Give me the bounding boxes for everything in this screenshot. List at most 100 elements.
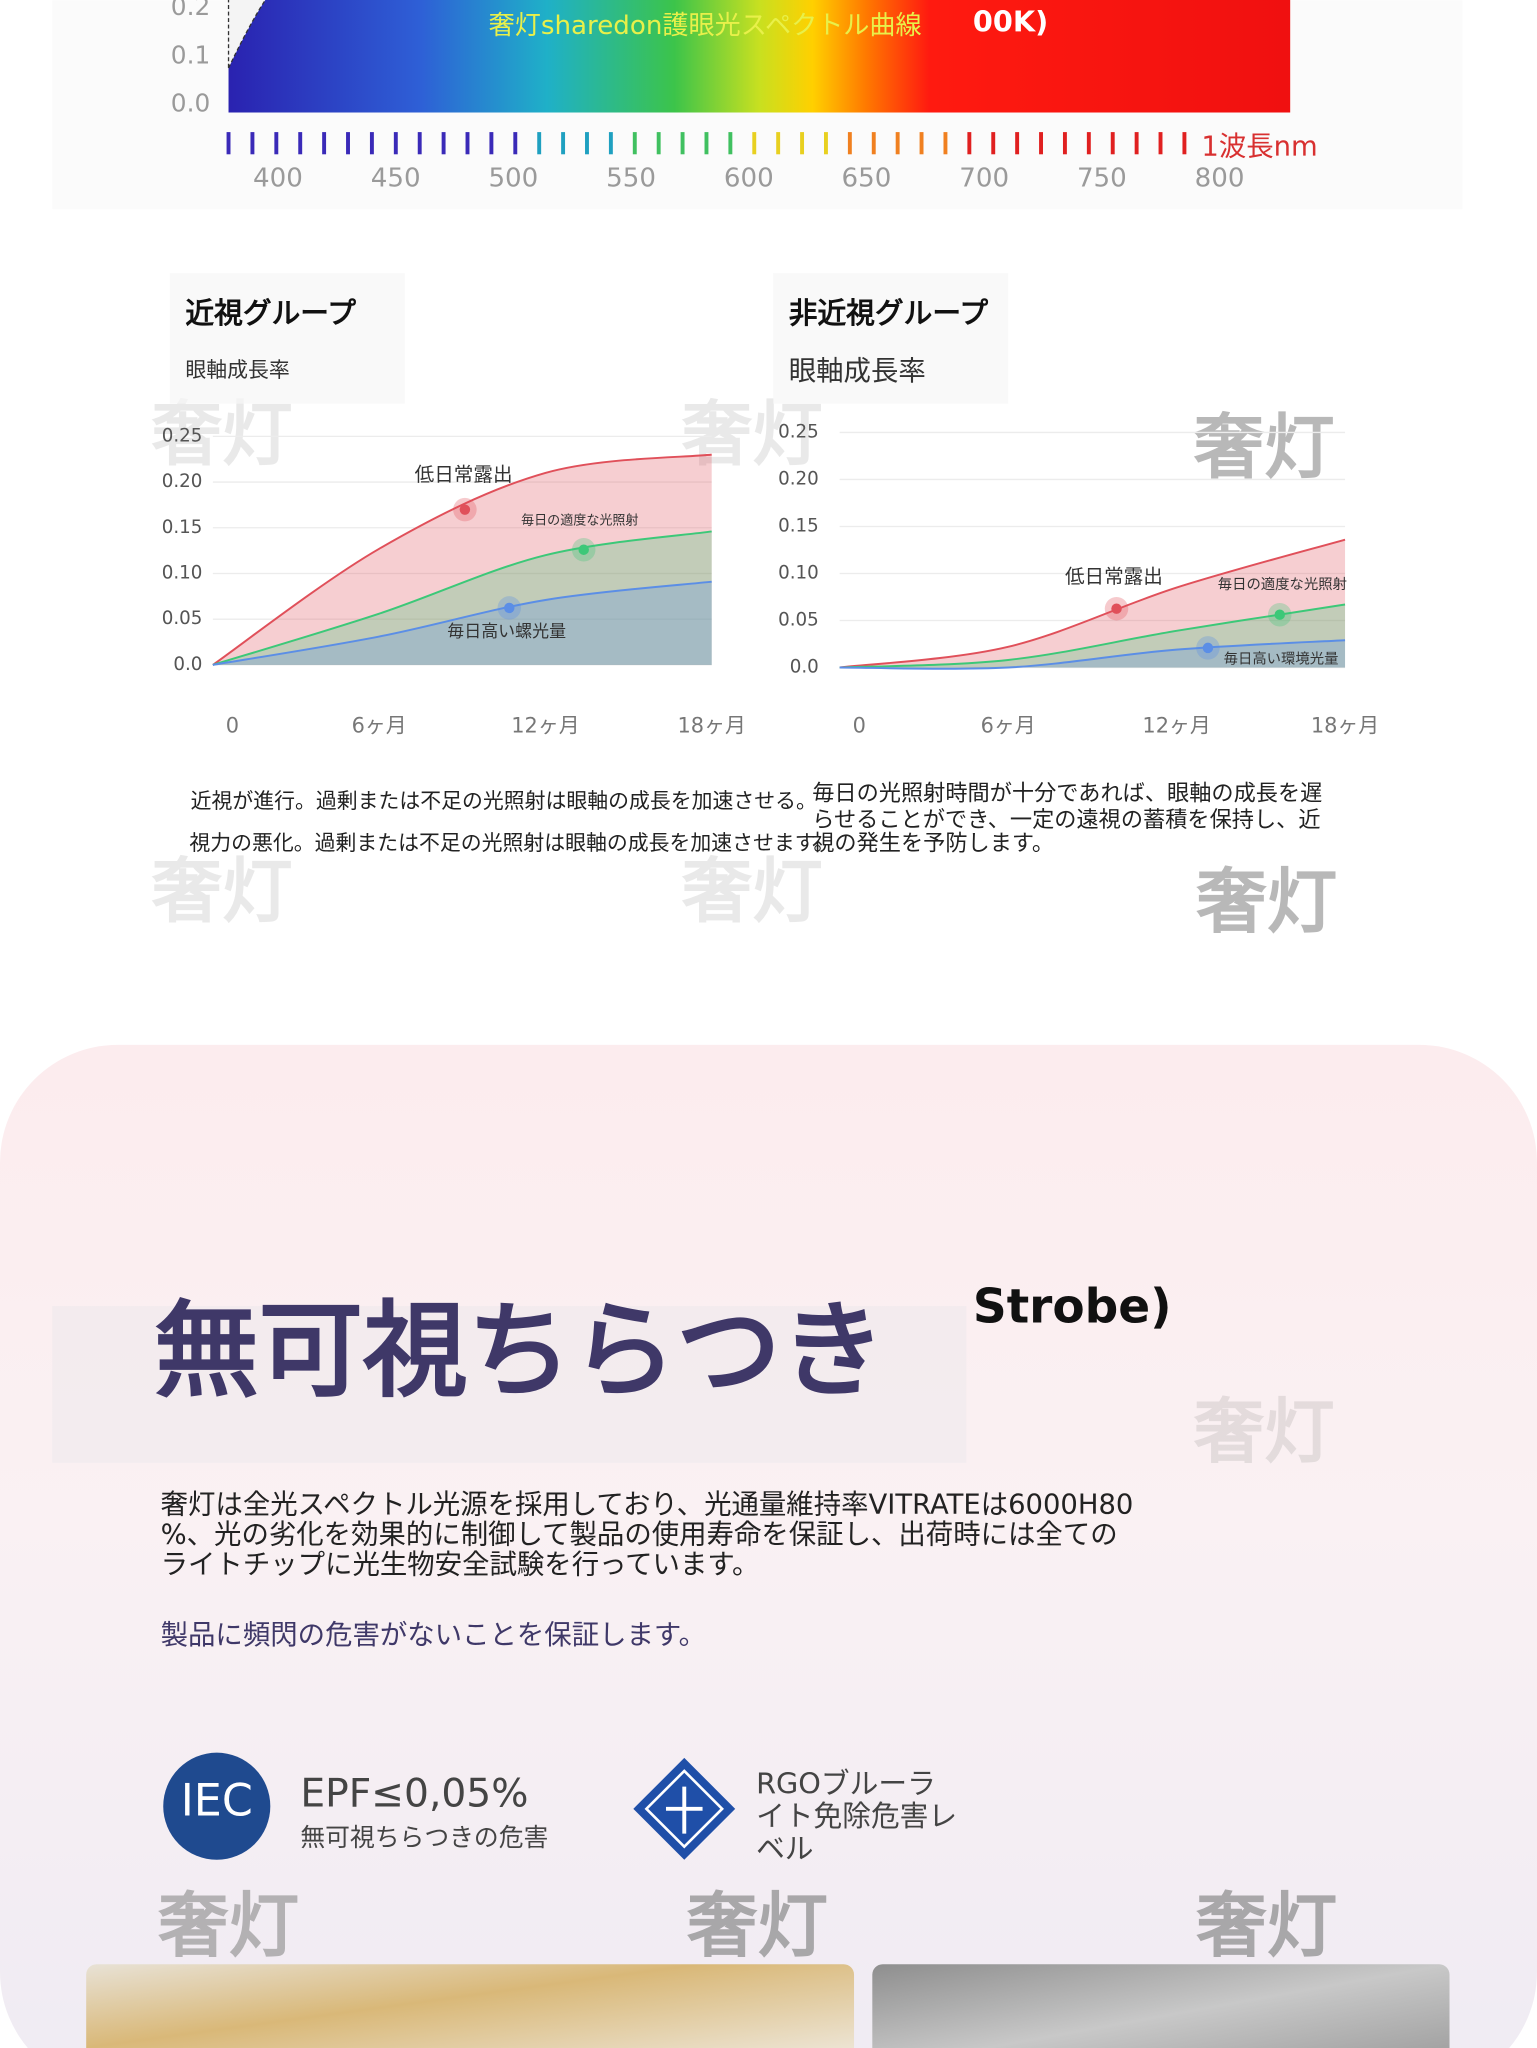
chart-title: 非近視グループ bbox=[789, 296, 989, 330]
watermark: 奢灯 bbox=[151, 394, 292, 476]
series-area bbox=[212, 531, 712, 665]
chart-title: 奢灯sharedon護眼光スペクトル曲線 bbox=[489, 11, 922, 41]
caption-line: 視の発生を予防します。 bbox=[812, 830, 1054, 856]
y-tick-label: 0.0 bbox=[171, 89, 210, 118]
iec-logo-text: IEC bbox=[181, 1776, 253, 1827]
spectrum-tick bbox=[991, 132, 996, 155]
badge-label: 無可視ちらつきの危害 bbox=[300, 1823, 548, 1852]
spectrum-band bbox=[228, 0, 1291, 113]
spectrum-tick bbox=[823, 132, 828, 155]
y-tick-label: 0.25 bbox=[162, 425, 203, 446]
y-tick-label: 0.20 bbox=[162, 471, 203, 492]
spectrum-tick bbox=[1158, 132, 1163, 155]
iec-logo bbox=[163, 1752, 271, 1860]
x-tick-label: 500 bbox=[488, 164, 538, 194]
spectrum-tick bbox=[1134, 132, 1139, 155]
watermark: 奢灯 bbox=[1194, 1391, 1335, 1473]
chart-title: 近視グループ bbox=[185, 296, 356, 330]
series-label: 低日常露出 bbox=[415, 463, 513, 486]
watermark: 奢灯 bbox=[682, 394, 823, 476]
spectrum-tick bbox=[274, 132, 279, 155]
badge-label: ベル bbox=[756, 1832, 813, 1866]
series-line bbox=[839, 639, 1346, 670]
series-label: 低日常露出 bbox=[1065, 565, 1163, 588]
watermark: 奢灯 bbox=[687, 1885, 828, 1967]
title-fragment: Strobe) bbox=[973, 1279, 1172, 1334]
spectrum-curve bbox=[227, 0, 267, 69]
y-tick-label: 0.10 bbox=[162, 562, 203, 583]
spectrum-tick bbox=[919, 132, 924, 155]
series-label: 毎日高い環境光量 bbox=[1224, 651, 1339, 668]
highlight-dot bbox=[578, 544, 589, 555]
caption-line: 視力の悪化。過剰または不足の光照射は眼軸の成長を加速させます。 bbox=[189, 831, 834, 855]
chart-panel bbox=[169, 273, 405, 404]
title-shadow bbox=[52, 1306, 967, 1463]
spectrum-tick bbox=[680, 132, 685, 155]
spectrum-tick bbox=[346, 132, 350, 155]
product-photo bbox=[86, 1964, 855, 2048]
caption-line: 近視が進行。過剰または不足の光照射は眼軸の成長を加速させる。 bbox=[191, 789, 817, 813]
y-tick-label: 0.20 bbox=[778, 468, 819, 489]
spectrum-tick bbox=[728, 132, 733, 155]
spectrum-tick bbox=[871, 132, 876, 155]
series-line bbox=[212, 580, 712, 666]
y-tick-label: 0.1 bbox=[171, 40, 210, 69]
series-label: 毎日の適度な光照射 bbox=[1218, 576, 1347, 593]
badge-label: RGOブルーラ bbox=[756, 1766, 936, 1800]
y-tick-label: 0.0 bbox=[790, 656, 819, 677]
flicker-section bbox=[0, 1044, 1537, 2048]
spectrum-tick bbox=[1182, 132, 1187, 155]
spectrum-tick bbox=[322, 132, 327, 155]
x-tick-label: 550 bbox=[606, 164, 656, 194]
chart-panel bbox=[773, 273, 1009, 404]
spectrum-tick bbox=[250, 132, 255, 155]
spectrum-tick bbox=[776, 132, 781, 155]
spectrum-tick bbox=[967, 132, 972, 155]
section-title: 無可視ちらつき bbox=[154, 1290, 885, 1412]
y-tick-label: 0.05 bbox=[162, 608, 203, 629]
x-tick-label: 0 bbox=[226, 713, 239, 737]
spectrum-tick bbox=[1110, 132, 1115, 155]
highlight-dot bbox=[1111, 603, 1122, 614]
spectrum-tick bbox=[537, 132, 542, 155]
x-tick-label: 400 bbox=[253, 164, 303, 194]
watermark: 奢灯 bbox=[158, 1885, 299, 1967]
spectrum-tick bbox=[489, 132, 494, 155]
rgo-logo-mark bbox=[665, 1786, 703, 1834]
y-tick-label: 0.0 bbox=[173, 654, 202, 675]
highlight-dot bbox=[459, 504, 471, 515]
spectrum-tick bbox=[1086, 132, 1091, 155]
x-tick-label: 12ヶ月 bbox=[1142, 713, 1210, 737]
spectrum-tick bbox=[585, 132, 589, 155]
highlight-dot bbox=[1274, 609, 1285, 620]
spectrum-tick bbox=[752, 132, 757, 155]
y-tick-label: 0.15 bbox=[162, 517, 203, 538]
spectrum-tick bbox=[393, 132, 398, 155]
spectrum-tick bbox=[895, 132, 900, 155]
x-tick-label: 450 bbox=[371, 164, 421, 194]
title-fragment: 00K) bbox=[973, 5, 1048, 39]
badge-value: EPF≤0,05% bbox=[300, 1771, 528, 1816]
y-tick-label: 0.15 bbox=[778, 515, 819, 536]
y-tick-label: 0.25 bbox=[778, 421, 819, 442]
spectrum-tick bbox=[226, 132, 231, 155]
series-line bbox=[212, 530, 712, 666]
badge-label: イト免除危害レ bbox=[756, 1799, 957, 1833]
assurance: 製品に頻閃の危害がないことを保証します。 bbox=[161, 1620, 706, 1651]
highlight-dot bbox=[1202, 642, 1214, 654]
spectrum-tick bbox=[800, 132, 805, 155]
spectrum-tick bbox=[656, 132, 661, 155]
spectrum-tick bbox=[847, 132, 852, 155]
spectrum-tick bbox=[369, 132, 374, 155]
y-tick-label: 0.10 bbox=[778, 562, 819, 583]
spectrum-tick bbox=[1039, 132, 1043, 155]
spectrum-tick bbox=[608, 132, 613, 155]
body-line: %、光の劣化を効果的に制御して製品の使用寿命を保証し、出荷時には全ての bbox=[161, 1519, 1118, 1550]
series-line bbox=[212, 453, 712, 666]
x-tick-label: 6ヶ月 bbox=[352, 713, 407, 737]
x-tick-label: 650 bbox=[842, 164, 892, 194]
rgo-logo-inner bbox=[644, 1769, 724, 1849]
spectrum-tick bbox=[298, 132, 303, 155]
spectrum-tick bbox=[417, 132, 422, 155]
